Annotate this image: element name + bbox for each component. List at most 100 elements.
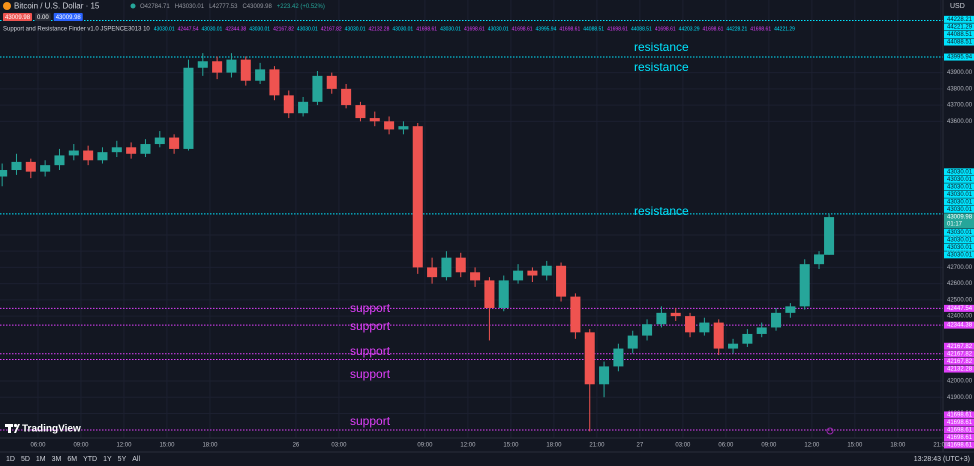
x-tick-label: 15:00 bbox=[503, 443, 519, 449]
candle-body bbox=[728, 343, 739, 349]
candle-body bbox=[771, 312, 782, 328]
logo-mark bbox=[14, 424, 20, 433]
price-label-box bbox=[944, 15, 974, 23]
event-marker bbox=[826, 427, 834, 435]
price-label-box bbox=[944, 321, 974, 329]
x-tick-label: 06:00 bbox=[30, 443, 46, 449]
price-label: 44221.29 bbox=[947, 25, 973, 31]
price-label: 42447.54 bbox=[947, 306, 973, 312]
price-label-box bbox=[944, 441, 974, 449]
price-label-box bbox=[944, 304, 974, 312]
price-label-box bbox=[944, 31, 974, 39]
price-label: 44088.51 bbox=[947, 40, 973, 46]
price-label: 42167.82 bbox=[947, 351, 973, 357]
candle-body bbox=[398, 126, 409, 130]
x-tick-label: 09:00 bbox=[417, 443, 433, 449]
price-badge[interactable] bbox=[53, 13, 83, 21]
currency: USD bbox=[950, 3, 965, 10]
grid bbox=[0, 0, 943, 438]
logo-text: TradingView bbox=[22, 424, 81, 435]
range-button[interactable]: 3M bbox=[52, 456, 62, 463]
candle-body bbox=[799, 264, 810, 307]
price-label-box bbox=[944, 228, 974, 236]
indicator-value: 43030.01 bbox=[392, 26, 413, 32]
price-label: 43030.01 bbox=[947, 230, 973, 236]
candle-body bbox=[255, 69, 266, 81]
annotation: support bbox=[350, 319, 391, 333]
candle-body bbox=[197, 61, 208, 68]
price-label-box bbox=[944, 350, 974, 358]
indicator-value: 41698.61 bbox=[703, 26, 724, 32]
candle-body bbox=[513, 270, 524, 281]
price-badge-text[interactable]: 0.00 bbox=[37, 15, 49, 21]
indicator-value: 44088.51 bbox=[583, 26, 604, 32]
candle-body bbox=[54, 155, 65, 166]
candle-body bbox=[699, 322, 710, 333]
price-badge[interactable] bbox=[35, 13, 51, 21]
candle-body bbox=[756, 327, 767, 334]
annotation: resistance bbox=[634, 204, 689, 218]
candle-body bbox=[154, 137, 165, 145]
candle-body bbox=[670, 312, 681, 317]
range-button[interactable]: 6M bbox=[67, 456, 77, 463]
annotations: resistance resistance resistance support sup… bbox=[350, 40, 689, 428]
x-tick-label: 09:00 bbox=[761, 443, 777, 449]
candle-body bbox=[599, 366, 610, 385]
price-axis: USD 43900.0043800.0043700.0043600.004290… bbox=[944, 3, 974, 449]
candle-body bbox=[111, 147, 122, 153]
indicator-value: 43030.01 bbox=[488, 26, 509, 32]
range-button[interactable]: 5D bbox=[21, 456, 30, 463]
candle-body bbox=[570, 296, 581, 333]
candle-body bbox=[240, 59, 251, 81]
indicator-value: 41698.61 bbox=[655, 26, 676, 32]
x-tick-label: 15:00 bbox=[159, 443, 175, 449]
price-label: 42344.38 bbox=[947, 323, 973, 329]
x-tick-label: 26 bbox=[293, 443, 300, 449]
range-button[interactable]: YTD bbox=[83, 456, 97, 463]
price-label: 43030.01 bbox=[947, 192, 973, 198]
price-badge-text[interactable]: 43009.98 bbox=[56, 15, 82, 21]
candle-body bbox=[484, 280, 495, 308]
price-label: 43030.01 bbox=[947, 245, 973, 251]
price-label-box bbox=[944, 357, 974, 365]
x-tick-label: 21:00 bbox=[933, 443, 949, 449]
indicator-value: 41698.61 bbox=[750, 26, 771, 32]
indicator-value: 43995.94 bbox=[536, 26, 557, 32]
candle-body bbox=[785, 306, 796, 313]
candle-body bbox=[169, 137, 180, 149]
price-label-box bbox=[944, 23, 974, 31]
candle-body bbox=[498, 280, 509, 308]
indicator-value: 42167.82 bbox=[273, 26, 294, 32]
price-label: 43995.94 bbox=[947, 55, 973, 61]
range-button[interactable]: All bbox=[132, 456, 140, 463]
indicator-value: 44228.21 bbox=[726, 26, 747, 32]
price-badge[interactable] bbox=[3, 13, 33, 21]
y-tick-label: 42500.00 bbox=[947, 297, 973, 303]
indicator-name: Support and Resistance Finder v1.0 JSPEN… bbox=[3, 27, 150, 33]
candle-body bbox=[355, 105, 366, 119]
candle-body bbox=[283, 95, 294, 114]
levels bbox=[0, 19, 943, 431]
range-button[interactable]: 5Y bbox=[118, 456, 127, 463]
x-tick-label: 03:00 bbox=[331, 443, 347, 449]
annotation: support bbox=[350, 414, 391, 428]
indicator-value: 41698.61 bbox=[559, 26, 580, 32]
x-tick-label: 06:00 bbox=[718, 443, 734, 449]
range-button[interactable]: 1D bbox=[6, 456, 15, 463]
current-price-box bbox=[944, 213, 974, 229]
annotation: resistance bbox=[634, 40, 689, 54]
candle-body bbox=[541, 265, 552, 276]
current-price: 43009.98 bbox=[947, 215, 973, 221]
candle-body bbox=[584, 332, 595, 385]
price-label: 41698.61 bbox=[947, 435, 973, 441]
price-label-box bbox=[944, 205, 974, 213]
range-button[interactable]: 1M bbox=[36, 456, 46, 463]
candle-body bbox=[83, 150, 94, 161]
range-button[interactable]: 1Y bbox=[103, 456, 112, 463]
y-tick-label: 43900.00 bbox=[947, 70, 973, 76]
price-label: 43030.01 bbox=[947, 252, 973, 258]
price-label-box bbox=[944, 411, 974, 419]
price-badge-text[interactable]: 43009.98 bbox=[5, 15, 31, 21]
price-label-box bbox=[944, 190, 974, 198]
ohlc-value: C43009.98 bbox=[242, 4, 272, 10]
